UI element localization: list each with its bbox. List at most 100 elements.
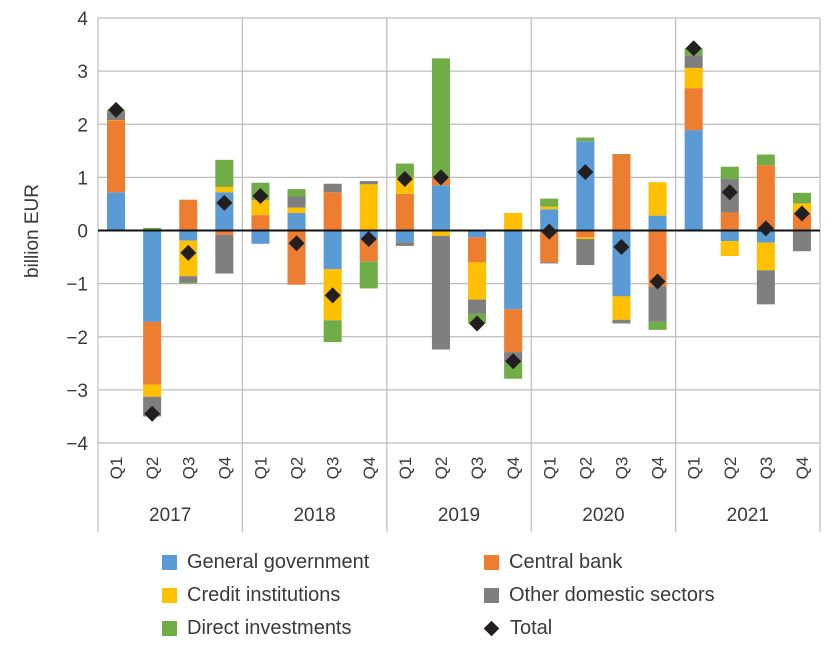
x-tick-label: Q1 bbox=[107, 457, 126, 480]
legend-label: Total bbox=[510, 616, 553, 639]
bar-segment-credit-institutions bbox=[107, 120, 126, 121]
year-label: 2020 bbox=[582, 505, 624, 526]
bar-segment-central-bank bbox=[179, 199, 198, 231]
total-marker bbox=[505, 353, 522, 370]
bar-segment-credit-institutions bbox=[612, 296, 631, 320]
legend-item-credit-institutions: Credit institutions bbox=[160, 581, 482, 609]
bar-segment-direct-investments bbox=[756, 154, 775, 166]
bar-segment-central-bank bbox=[720, 212, 739, 231]
y-tick-label: 1 bbox=[77, 168, 88, 189]
bar-segment-other-domestic-sectors bbox=[756, 270, 775, 305]
x-tick-label: Q2 bbox=[288, 457, 307, 480]
x-axis-labels: Q1 Q2 Q3 Q4 Q1 Q2 Q3 Q4 Q1 Q2 Q3 Q4 Q1 Q2 Q3 Q4 Q1 Q2 Q3 Q4… bbox=[107, 457, 812, 526]
total-marker bbox=[649, 273, 666, 290]
total-marker bbox=[541, 223, 558, 240]
x-tick-label: Q3 bbox=[324, 457, 343, 480]
year-label: 2021 bbox=[727, 505, 769, 526]
bar-segment-other-domestic-sectors bbox=[179, 276, 198, 283]
bar-segment-other-domestic-sectors bbox=[792, 230, 811, 252]
bar-segment-direct-investments bbox=[179, 282, 198, 284]
bar-segment-general-government bbox=[684, 130, 703, 231]
total-marker bbox=[108, 101, 125, 118]
bar-segment-central-bank bbox=[756, 165, 775, 231]
bar-segment-direct-investments bbox=[143, 227, 162, 231]
total-marker bbox=[180, 244, 197, 261]
bar-segment-direct-investments bbox=[215, 159, 234, 187]
y-tick-label: −1 bbox=[66, 275, 88, 296]
bar-segment-central-bank bbox=[576, 230, 595, 238]
bar-segment-credit-institutions bbox=[540, 206, 559, 210]
y-tick-label: 2 bbox=[77, 115, 88, 136]
x-tick-label: Q3 bbox=[612, 457, 631, 480]
y-axis-title: billion EUR bbox=[22, 184, 43, 278]
bar-segment-credit-institutions bbox=[468, 262, 487, 300]
bar-segment-direct-investments bbox=[395, 163, 414, 178]
bars bbox=[107, 48, 811, 417]
x-tick-label: Q2 bbox=[143, 457, 162, 480]
total-marker bbox=[360, 231, 377, 247]
legend-item-central-bank: Central bank bbox=[482, 548, 800, 576]
y-tick-label: −4 bbox=[66, 434, 88, 455]
bar-segment-central-bank bbox=[251, 215, 270, 231]
x-tick-label: Q3 bbox=[179, 457, 198, 480]
bar-segment-central-bank bbox=[612, 154, 631, 231]
bar-segment-credit-institutions bbox=[359, 184, 378, 231]
bar-segment-credit-institutions bbox=[215, 186, 234, 193]
bar-segment-general-government bbox=[720, 230, 739, 242]
bar-segment-direct-investments bbox=[431, 58, 450, 178]
x-tick-label: Q2 bbox=[576, 457, 595, 480]
diamond-icon bbox=[483, 620, 500, 636]
total-marker bbox=[324, 287, 341, 304]
x-tick-label: Q2 bbox=[432, 457, 451, 480]
bar-segment-direct-investments bbox=[504, 362, 523, 379]
bar-segment-other-domestic-sectors bbox=[215, 234, 234, 274]
bar-segment-central-bank bbox=[504, 309, 523, 353]
x-tick-label: Q4 bbox=[649, 457, 668, 480]
x-tick-label: Q3 bbox=[468, 457, 487, 480]
bar-segment-general-government bbox=[287, 212, 306, 231]
total-marker bbox=[396, 170, 413, 187]
bar-segment-direct-investments bbox=[648, 321, 667, 330]
bar-segment-general-government bbox=[504, 230, 523, 310]
bar-segment-general-government bbox=[576, 141, 595, 231]
bar-segment-direct-investments bbox=[323, 320, 342, 343]
bar-segment-general-government bbox=[648, 215, 667, 231]
total-marker bbox=[288, 235, 305, 252]
legend-swatch-credit-institutions bbox=[162, 587, 177, 603]
bar-segment-other-domestic-sectors bbox=[287, 196, 306, 208]
x-tick-label: Q1 bbox=[396, 457, 415, 480]
bar-segment-credit-institutions bbox=[576, 237, 595, 239]
legend-label: General government bbox=[187, 550, 370, 573]
x-tick-label: Q4 bbox=[793, 457, 812, 480]
x-tick-label: Q4 bbox=[360, 457, 379, 480]
bar-segment-central-bank bbox=[143, 321, 162, 385]
legend-swatch-other-domestic-sectors bbox=[484, 587, 499, 603]
bar-segment-general-government bbox=[540, 209, 559, 231]
legend-label: Central bank bbox=[509, 550, 623, 573]
y-tick-label: −2 bbox=[66, 328, 88, 349]
bar-segment-credit-institutions bbox=[287, 207, 306, 213]
total-marker bbox=[577, 164, 594, 181]
bar-segment-central-bank bbox=[468, 237, 487, 263]
bar-segment-credit-institutions bbox=[431, 230, 450, 236]
bar-segment-other-domestic-sectors bbox=[468, 299, 487, 314]
bar-segment-credit-institutions bbox=[756, 242, 775, 271]
bar-segment-direct-investments bbox=[287, 189, 306, 197]
bar-segment-general-government bbox=[179, 230, 198, 241]
total-markers bbox=[108, 40, 810, 422]
legend-swatch-central-bank bbox=[484, 554, 499, 570]
bar-segment-credit-institutions bbox=[684, 67, 703, 89]
y-tick-label: 4 bbox=[77, 9, 88, 30]
legend-label: Other domestic sectors bbox=[509, 583, 715, 606]
x-tick-label: Q4 bbox=[215, 457, 234, 480]
y-axis-ticks: 4 3 2 1 0 −1 −2 −3 −4 bbox=[66, 9, 88, 455]
bar-segment-credit-institutions bbox=[251, 200, 270, 216]
legend-item-other-domestic-sectors: Other domestic sectors bbox=[482, 581, 800, 609]
legend-swatch-general-government bbox=[162, 554, 177, 570]
bar-segment-other-domestic-sectors bbox=[576, 239, 595, 266]
bar-segment-credit-institutions bbox=[504, 212, 523, 231]
total-marker bbox=[613, 238, 630, 255]
bar-segment-central-bank bbox=[684, 88, 703, 131]
y-tick-label: 0 bbox=[77, 222, 88, 243]
